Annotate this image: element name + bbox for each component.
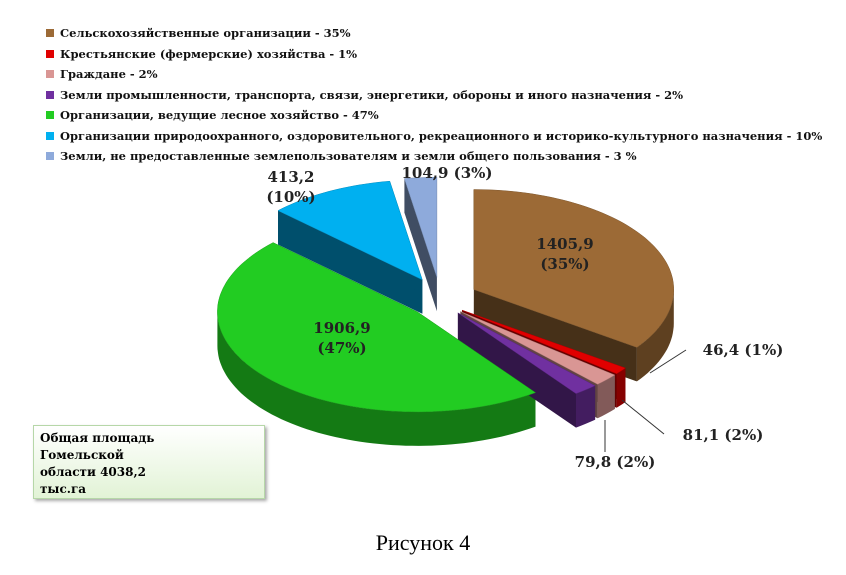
annotation-box: Общая площадь Гомельской области 4038,2 … [33,425,265,499]
data-label: 81,1 (2%) [682,426,764,444]
legend-label: Организации природоохранного, оздоровите… [60,128,823,143]
legend-item: Граждане - 2% [46,67,158,81]
slice [473,189,674,348]
legend-item: Сельскохозяйственные организации - 35% [46,26,351,40]
legend-swatch [46,49,54,58]
legend-swatch [46,90,54,99]
legend-item: Крестьянские (фермерские) хозяйства - 1% [46,47,357,61]
legend-swatch [46,70,54,78]
legend-item: Земли, не предоставленные землепользоват… [46,149,637,163]
slice-side [404,178,437,312]
slice-side [278,210,423,314]
data-label: 1906,9 (47%) [313,319,371,357]
annotation: Общая площадь Гомельской области 4038,2 … [40,431,155,496]
leader-line [649,349,687,374]
legend-item: Земли промышленности, транспорта, связи,… [46,88,683,102]
legend-item: Организации природоохранного, оздоровите… [46,129,822,143]
slice-side [457,312,576,428]
slice-wall [597,375,615,419]
slice [404,177,438,278]
legend-swatch [46,131,54,140]
data-label: 413,2 (10%) [266,168,316,206]
legend-label: Сельскохозяйственные организации - 35% [60,26,351,40]
slice-wall [636,289,674,382]
slice [462,309,626,375]
legend-label: Организации, ведущие лесное хозяйство - … [60,108,379,122]
caption: Рисунок 4 [375,530,471,555]
legend-label: Граждане - 2% [60,67,158,81]
legend-swatch [46,29,54,37]
slice-wall [576,385,596,428]
legend-item: Организации, ведущие лесное хозяйство - … [46,108,379,122]
slice [217,242,537,413]
data-label: 46,4 (1%) [702,341,784,359]
legend-swatch [46,152,54,160]
slice [460,311,616,385]
slice [457,312,596,394]
leader-line [621,399,665,435]
data-label: 104,9 (3%) [401,164,493,182]
slice-wall [217,311,536,446]
legend-label: Крестьянские (фермерские) хозяйства - 1% [60,46,358,61]
slice [277,180,423,281]
legend-swatch [46,111,54,119]
legend-label: Земли, не предоставленные землепользоват… [60,149,637,163]
legend-label: Земли промышленности, транспорта, связи,… [60,87,684,102]
slice-wall [616,368,626,408]
data-label: 1405,9 (35%) [536,235,594,273]
data-label: 79,8 (2%) [574,453,656,471]
